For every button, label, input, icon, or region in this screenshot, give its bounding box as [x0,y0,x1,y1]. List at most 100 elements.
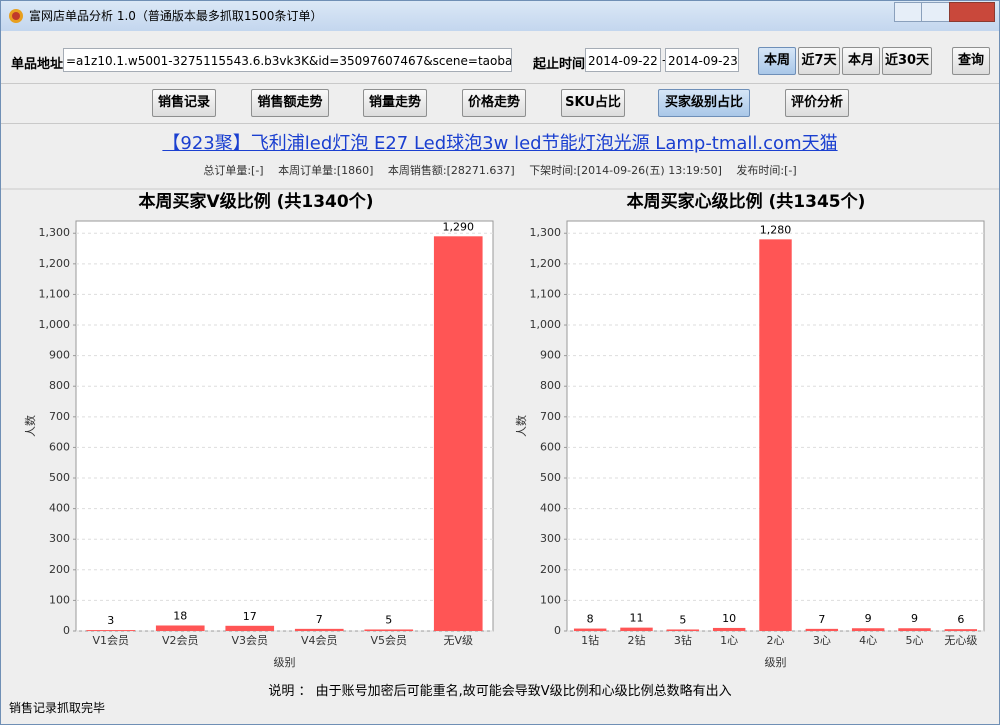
y-tick-label: 100 [540,593,561,606]
product-title[interactable]: 【923聚】飞利浦led灯泡 E27 Led球泡3w led节能灯泡光源 Lam… [162,133,838,154]
y-tick-label: 500 [540,471,561,484]
y-tick-label: 100 [49,593,70,606]
bar [573,628,607,631]
y-tick-label: 1,000 [530,318,562,331]
bar [759,239,792,631]
y-tick-label: 200 [49,563,70,576]
tab-button[interactable]: 买家级别占比 [658,89,750,117]
period-button[interactable]: 近7天 [798,47,840,75]
date-label: 起止时间 [533,57,586,72]
bar [155,625,205,631]
value-label: 5 [679,613,686,626]
bar [294,628,344,631]
stat: 下架时间:[2014-09-26(五) 13:19:50] [529,164,722,177]
y-tick-label: 1,200 [39,257,71,270]
stat: 本周订单量:[1860] [278,164,374,177]
x-tick-label: 1钻 [581,633,599,647]
tab-button[interactable]: 销售记录 [152,89,216,117]
y-tick-label: 700 [540,410,561,423]
tab-button[interactable]: 销售额走势 [251,89,329,117]
y-tick-label: 700 [49,410,70,423]
bar [225,625,275,631]
window-title: 富网店单品分析 1.0（普通版本最多抓取1500条订单） [29,9,323,23]
bar [712,627,746,631]
value-label: 17 [243,610,257,623]
y-tick-label: 600 [540,440,561,453]
y-tick-label: 600 [49,440,70,453]
x-tick-label: 2钻 [628,633,646,647]
value-label: 9 [911,612,918,625]
tab-button[interactable]: 价格走势 [462,89,526,117]
y-tick-label: 1,100 [530,287,562,300]
y-tick-label: 400 [540,502,561,515]
y-tick-label: 300 [540,532,561,545]
plot-area [75,220,494,632]
value-label: 9 [865,612,872,625]
y-axis-label: 人数 [24,415,37,437]
period-button[interactable]: 近30天 [882,47,932,75]
stat: 总订单量:[-] [203,164,264,177]
period-button[interactable]: 本月 [842,47,880,75]
y-tick-label: 300 [49,532,70,545]
end-date[interactable]: 2014-09-23 [665,48,739,72]
stat: 本周销售额:[28271.637] [387,164,515,177]
value-label: 18 [173,609,187,622]
start-date[interactable]: 2014-09-22 [585,48,661,72]
title-bar: 富网店单品分析 1.0（普通版本最多抓取1500条订单） [1,1,999,31]
url-input[interactable]: =a1z10.1.w5001-3275115543.6.b3vk3K&id=35… [63,48,512,72]
note: 说明 ： 由于账号加密后可能重名,故可能会导致V级比例和心级比例总数略有出入 [268,684,732,699]
x-tick-label: 4心 [859,634,877,647]
app-icon [9,9,23,23]
value-label: 11 [630,612,644,625]
bar [666,629,700,631]
value-label: 1,280 [760,223,792,236]
tab-button[interactable]: 销量走势 [363,89,427,117]
period-button[interactable]: 本周 [758,47,796,75]
y-tick-label: 1,100 [39,287,71,300]
product-stats: 总订单量:[-] 本周订单量:[1860] 本周销售额:[28271.637] … [1,162,999,178]
x-tick-label: 3心 [813,634,831,647]
y-tick-label: 1,300 [530,226,562,239]
x-tick-label: 5心 [906,634,924,647]
value-label: 5 [385,613,392,626]
divider [1,123,999,124]
value-label: 7 [316,613,323,626]
query-button[interactable]: 查询 [952,47,990,75]
tab-button[interactable]: SKU占比 [561,89,625,117]
y-axis-label: 人数 [515,415,528,437]
value-label: 7 [818,613,825,626]
date-separator: - [662,53,666,67]
y-tick-label: 900 [49,349,70,362]
x-tick-label: V4会员 [301,634,338,647]
bar [364,629,414,631]
y-tick-label: 900 [540,349,561,362]
x-tick-label: 无V级 [443,634,473,647]
stat: 发布时间:[-] [736,164,797,177]
y-tick-label: 200 [540,563,561,576]
close-button[interactable] [949,2,995,22]
x-tick-label: V5会员 [370,634,407,647]
bar [805,628,839,631]
y-tick-label: 0 [554,624,561,637]
value-label: 10 [722,612,736,625]
y-tick-label: 400 [49,502,70,515]
tab-button[interactable]: 评价分析 [785,89,849,117]
chart-title: 本周买家V级比例 (共1340个) [139,191,374,212]
url-label: 单品地址 [11,57,64,72]
x-tick-label: V1会员 [92,634,129,647]
bar [944,629,978,631]
x-tick-label: 3钻 [674,633,692,647]
bar [851,628,885,631]
bar [433,236,483,631]
toolbar: 单品地址 =a1z10.1.w5001-3275115543.6.b3vk3K&… [1,37,999,84]
x-tick-label: 2心 [767,634,785,647]
x-axis-label: 级别 [765,656,787,669]
value-label: 6 [957,613,964,626]
y-tick-label: 1,200 [530,257,562,270]
y-tick-label: 1,000 [39,318,71,331]
x-tick-label: V3会员 [231,634,268,647]
bar [898,628,931,631]
y-tick-label: 1,300 [39,226,71,239]
value-label: 8 [587,613,594,626]
